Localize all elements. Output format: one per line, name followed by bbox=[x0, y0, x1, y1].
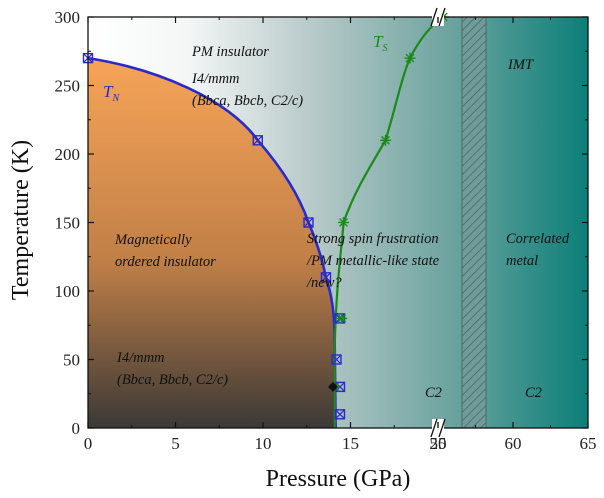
label-ordered-insulator: ordered insulator bbox=[115, 254, 216, 270]
x-tick-label: 65 bbox=[580, 434, 597, 453]
ts-marker-ray bbox=[337, 314, 347, 323]
x-tick-label: 55 bbox=[430, 434, 447, 453]
tn-marker-square bbox=[320, 272, 332, 283]
label-pm-metallic: /PM metallic-like state bbox=[306, 253, 440, 269]
ts-data-point bbox=[338, 217, 349, 228]
phase-boundary-lines bbox=[87, 16, 444, 429]
tn-marker-cross bbox=[321, 272, 331, 283]
label-correlated: Correlated bbox=[506, 231, 570, 247]
ts-marker-ray bbox=[381, 135, 390, 145]
label-phases-bottom: (Bbca, Bbcb, C2/c) bbox=[117, 372, 228, 388]
y-tick-label: 100 bbox=[55, 282, 81, 301]
x-tick-label: 60 bbox=[505, 434, 522, 453]
tn-boundary-line bbox=[87, 56, 337, 429]
tn-marker-square bbox=[303, 217, 314, 228]
tn-marker-square bbox=[331, 354, 342, 365]
x-tick-label: 5 bbox=[171, 434, 180, 453]
ts-marker-ray bbox=[405, 53, 415, 63]
imt-hatched-band bbox=[461, 16, 487, 429]
label-phases-top: (Bbca, Bbcb, C2/c) bbox=[192, 93, 303, 109]
series-label-ts-main: T bbox=[373, 32, 384, 51]
tn-marker-cross bbox=[252, 135, 263, 146]
ordered-insulator-region bbox=[88, 58, 335, 428]
y-tick-label: 300 bbox=[55, 8, 81, 27]
tn-marker-cross bbox=[303, 217, 314, 228]
series-label-ts: TS bbox=[373, 32, 387, 54]
label-i4mmm-top: I4/mmm bbox=[191, 71, 240, 87]
ts-data-point bbox=[380, 134, 391, 146]
series-label-ts-sub: S bbox=[382, 43, 387, 54]
label-i4mmm-bottom: I4/mmm bbox=[116, 350, 165, 366]
label-pm-insulator: PM insulator bbox=[191, 44, 269, 60]
label-new: /new? bbox=[306, 275, 342, 291]
label-imt: IMT bbox=[507, 57, 534, 73]
tn-marker-square bbox=[252, 135, 263, 146]
series-label-tn: TN bbox=[103, 82, 120, 104]
x-tick-label: 15 bbox=[342, 434, 359, 453]
region-annotations: PM insulator I4/mmm (Bbca, Bbcb, C2/c) M… bbox=[114, 44, 570, 401]
ts-boundary-line bbox=[333, 16, 444, 428]
ts-data-point bbox=[336, 312, 348, 324]
ts-data-point bbox=[404, 52, 416, 64]
tn-data-point bbox=[303, 217, 314, 228]
label-metal: metal bbox=[506, 253, 538, 269]
tn-marker-cross bbox=[331, 354, 342, 365]
y-tick-label: 50 bbox=[63, 351, 80, 370]
diamond-marker bbox=[328, 381, 338, 392]
y-tick-label: 250 bbox=[55, 77, 81, 96]
label-c2-right: C2 bbox=[525, 385, 542, 401]
axis-break-mark bbox=[430, 418, 438, 438]
tn-data-point bbox=[334, 409, 346, 420]
x-axis-title: Pressure (GPa) bbox=[266, 466, 411, 492]
x-tick-label: 20 bbox=[430, 434, 447, 453]
y-axis-title: Temperature (K) bbox=[8, 140, 34, 300]
x-tick-label: 0 bbox=[84, 434, 93, 453]
x-tick-label: 10 bbox=[255, 434, 272, 453]
tn-marker-square bbox=[334, 409, 346, 420]
axis-break-mark bbox=[438, 7, 446, 27]
y-tick-label: 150 bbox=[55, 214, 81, 233]
phase-regions bbox=[88, 16, 487, 429]
axis-break-mark bbox=[438, 418, 446, 438]
series-label-tn-main: T bbox=[103, 82, 114, 101]
tn-data-point bbox=[331, 354, 342, 365]
ts-marker-ray bbox=[339, 218, 348, 227]
label-strong-spin: Strong spin frustration bbox=[307, 231, 439, 247]
tn-data-point bbox=[320, 272, 332, 283]
y-tick-label: 0 bbox=[72, 419, 81, 438]
label-magnetically: Magnetically bbox=[114, 232, 192, 248]
y-tick-label: 200 bbox=[55, 145, 81, 164]
axis-break-mark bbox=[430, 7, 438, 27]
tn-marker-cross bbox=[335, 409, 345, 420]
tn-data-point bbox=[252, 135, 263, 146]
label-c2-left: C2 bbox=[425, 385, 442, 401]
series-label-tn-sub: N bbox=[111, 93, 120, 104]
